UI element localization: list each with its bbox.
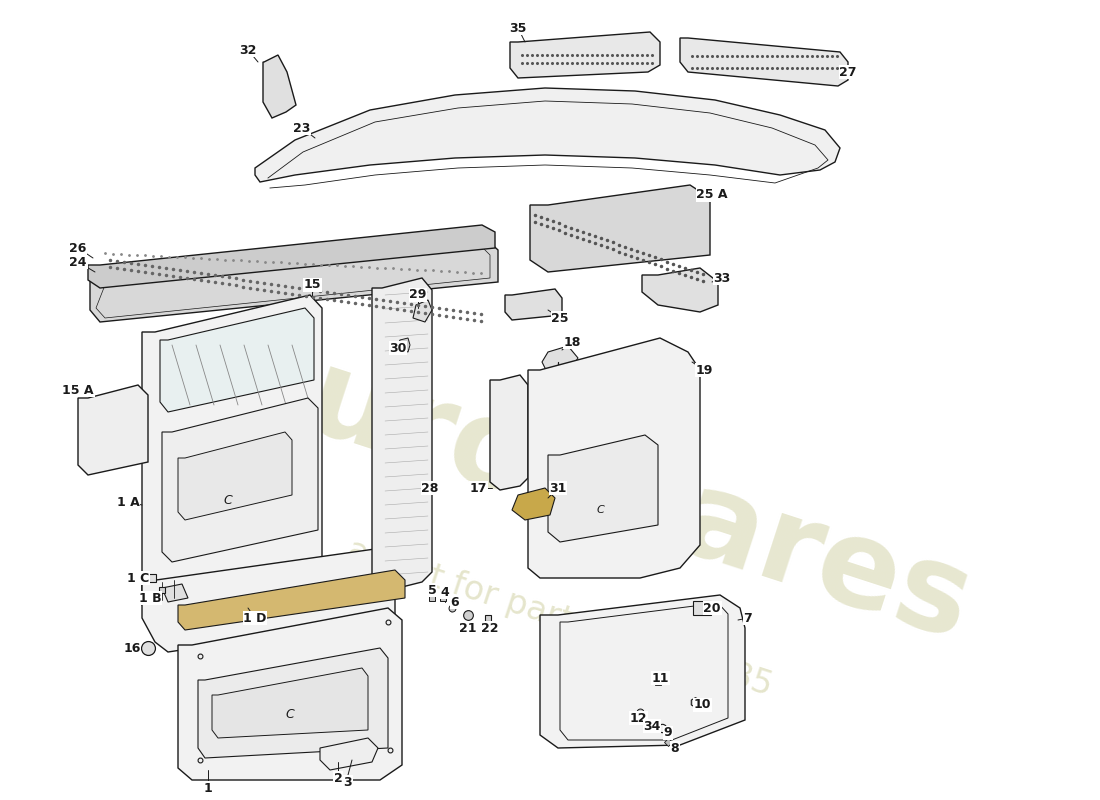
FancyBboxPatch shape	[693, 601, 711, 615]
Text: 20: 20	[703, 602, 720, 614]
Polygon shape	[78, 385, 148, 475]
Polygon shape	[178, 570, 405, 630]
Polygon shape	[398, 338, 410, 352]
Text: 33: 33	[714, 271, 730, 285]
Polygon shape	[160, 308, 314, 412]
Text: 9: 9	[663, 726, 672, 739]
Text: 1 C: 1 C	[126, 571, 150, 585]
Text: 34: 34	[644, 719, 661, 733]
Text: 3: 3	[343, 775, 352, 789]
Text: 12: 12	[629, 711, 647, 725]
Text: 11: 11	[651, 671, 669, 685]
Polygon shape	[178, 608, 402, 780]
Text: 7: 7	[744, 611, 752, 625]
Text: 16: 16	[123, 642, 141, 654]
Text: 30: 30	[389, 342, 407, 354]
Polygon shape	[198, 648, 388, 758]
Text: 17: 17	[470, 482, 486, 494]
Text: 5: 5	[428, 583, 437, 597]
Text: 1: 1	[204, 782, 212, 794]
Text: C: C	[286, 709, 295, 722]
Polygon shape	[162, 584, 188, 602]
Text: 8: 8	[671, 742, 680, 754]
Text: 6: 6	[451, 595, 460, 609]
Text: eurospares: eurospares	[214, 315, 986, 665]
Text: 25: 25	[551, 311, 569, 325]
Polygon shape	[510, 32, 660, 78]
Text: 1 A: 1 A	[117, 495, 140, 509]
Text: 24: 24	[69, 255, 87, 269]
Polygon shape	[263, 55, 296, 118]
Text: 10: 10	[693, 698, 711, 711]
Polygon shape	[512, 488, 556, 520]
Text: 2: 2	[333, 771, 342, 785]
Polygon shape	[530, 185, 710, 272]
Polygon shape	[505, 289, 562, 320]
Text: 25 A: 25 A	[696, 189, 728, 202]
Text: 21: 21	[460, 622, 476, 634]
Polygon shape	[90, 238, 498, 322]
Polygon shape	[212, 668, 368, 738]
Polygon shape	[642, 268, 718, 312]
Text: 31: 31	[549, 482, 566, 494]
Polygon shape	[412, 300, 432, 322]
Text: 1 D: 1 D	[243, 611, 266, 625]
Polygon shape	[178, 432, 292, 520]
Polygon shape	[162, 398, 318, 562]
Text: 23: 23	[294, 122, 310, 134]
Text: C: C	[223, 494, 232, 506]
Text: 19: 19	[695, 363, 713, 377]
Text: 26: 26	[69, 242, 87, 254]
Text: 32: 32	[240, 43, 256, 57]
Polygon shape	[548, 435, 658, 542]
Text: 22: 22	[482, 622, 498, 634]
Text: 4: 4	[441, 586, 450, 598]
Text: 27: 27	[839, 66, 857, 78]
Text: 15: 15	[304, 278, 321, 291]
Polygon shape	[542, 346, 578, 378]
Text: 1 B: 1 B	[139, 591, 162, 605]
Text: a part for parts since 1985: a part for parts since 1985	[343, 534, 777, 702]
Polygon shape	[320, 738, 378, 770]
Polygon shape	[255, 88, 840, 182]
Text: 18: 18	[563, 335, 581, 349]
Polygon shape	[142, 295, 322, 618]
Polygon shape	[142, 548, 395, 652]
Text: 35: 35	[509, 22, 527, 34]
Text: 28: 28	[421, 482, 439, 494]
Polygon shape	[680, 38, 848, 86]
Text: C: C	[596, 505, 604, 515]
Polygon shape	[540, 595, 745, 748]
Polygon shape	[88, 225, 495, 288]
Polygon shape	[372, 278, 432, 592]
Text: 15 A: 15 A	[63, 383, 94, 397]
Polygon shape	[528, 338, 700, 578]
Text: 29: 29	[409, 289, 427, 302]
Polygon shape	[490, 375, 528, 490]
